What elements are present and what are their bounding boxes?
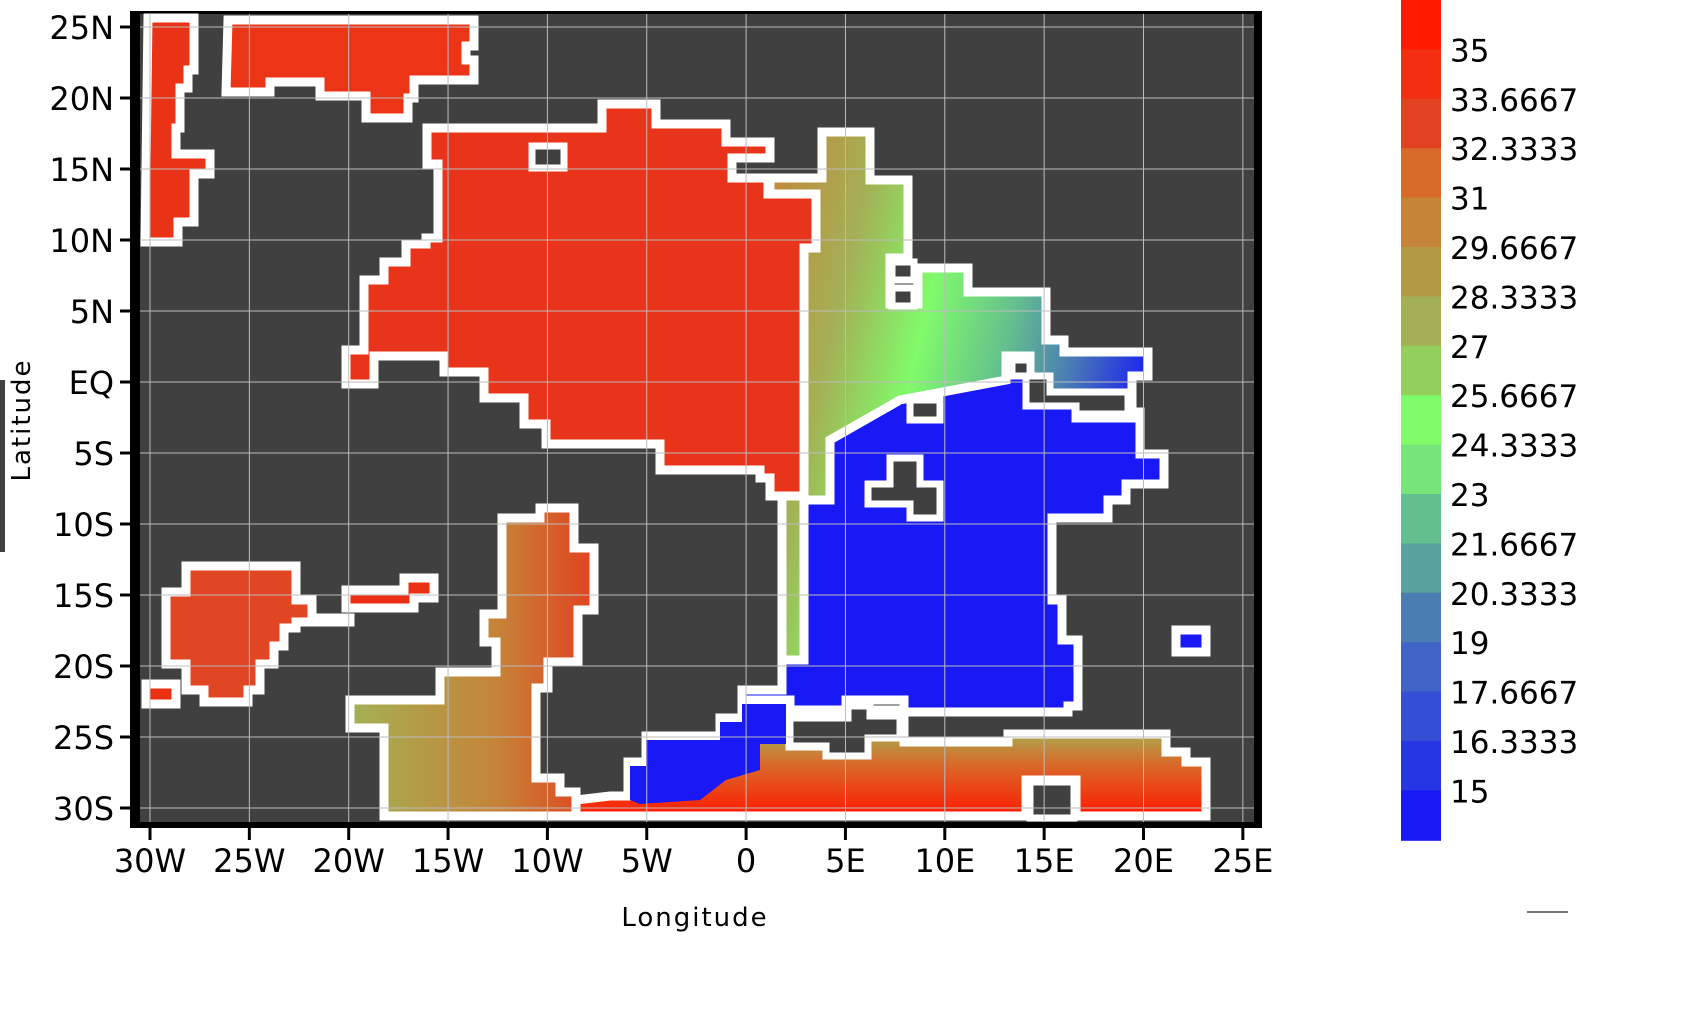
x-tick-label: 15W (412, 842, 484, 880)
y-tick-label: EQ (69, 364, 114, 402)
region-sw-shelf (345, 503, 599, 821)
colorbar-label: 19 (1450, 626, 1489, 662)
y-tick-label: 15S (53, 577, 114, 615)
colorbar-label: 20.3333 (1450, 577, 1578, 613)
colorbar-label: 28.3333 (1450, 280, 1578, 316)
x-tick-label: 25E (1212, 842, 1273, 880)
colorbar-swatch (1401, 148, 1441, 199)
colorbar-swatch (1401, 691, 1441, 742)
y-axis-title: Latitude (7, 358, 37, 481)
x-axis-title: Longitude (621, 903, 768, 933)
y-axis: 25N 20N 15N 10N 5N EQ 5S 10S 15S 20S 25S 30S (49, 9, 130, 828)
colorbar-swatch (1401, 543, 1441, 594)
x-tick-label: 0 (736, 842, 756, 880)
colorbar-swatch (1401, 247, 1441, 298)
land-holes (528, 142, 1132, 822)
y-axis-marker (0, 380, 5, 552)
colorbar-swatch (1401, 790, 1441, 841)
y-tick-label: 20N (49, 80, 114, 118)
colorbar-label: 31 (1450, 182, 1489, 218)
region-small-patch-1 (341, 573, 439, 613)
x-tick-label: 20E (1113, 842, 1174, 880)
x-tick-label: 5E (825, 842, 866, 880)
colorbar-swatch (1401, 494, 1441, 545)
colorbar-label: 15 (1450, 774, 1489, 810)
colorbar: 35 33.6667 32.3333 31 29.6667 28.3333 27 25.666… (1401, 0, 1578, 841)
y-tick-label: 5S (73, 435, 114, 473)
colorbar-swatch (1401, 197, 1441, 248)
colorbar-label: 29.6667 (1450, 231, 1578, 267)
gridlines (140, 14, 1254, 822)
colorbar-label: 24.3333 (1450, 429, 1578, 465)
x-tick-label: 30W (114, 842, 186, 880)
y-tick-label: 5N (70, 293, 114, 331)
colorbar-swatch (1401, 296, 1441, 347)
colorbar-label: 27 (1450, 330, 1489, 366)
colorbar-swatch (1401, 98, 1441, 150)
x-tick-label: 15E (1014, 842, 1075, 880)
x-tick-label: 20W (313, 842, 385, 880)
colorbar-swatch (1401, 592, 1441, 644)
colorbar-label: 33.6667 (1450, 83, 1578, 119)
region-small-patch-2 (141, 679, 181, 709)
x-tick-label: 5W (621, 842, 673, 880)
colorbar-label: 16.3333 (1450, 725, 1578, 761)
y-tick-label: 25N (49, 9, 114, 47)
region-small-patch-3 (1171, 625, 1211, 657)
y-tick-label: 10N (49, 222, 114, 260)
region-west-island (161, 561, 355, 707)
y-tick-label: 20S (53, 648, 114, 686)
colorbar-label: 35 (1450, 33, 1489, 69)
y-tick-label: 15N (49, 151, 114, 189)
colorbar-label: 23 (1450, 478, 1489, 514)
region-south-blue-tongue (630, 704, 786, 804)
colorbar-swatch (1401, 0, 1441, 51)
colorbar-label: 32.3333 (1450, 132, 1578, 168)
colorbar-label: 17.6667 (1450, 676, 1578, 712)
colorbar-swatch (1401, 741, 1441, 792)
y-tick-label: 30S (53, 790, 114, 828)
colorbar-label: 21.6667 (1450, 527, 1578, 563)
colorbar-swatch (1401, 444, 1441, 495)
colorbar-swatch (1401, 49, 1441, 100)
region-nw-strip (140, 13, 215, 247)
y-tick-label: 25S (53, 719, 114, 757)
x-tick-label: 25W (213, 842, 285, 880)
x-axis: 30W 25W 20W 15W 10W 5W 0 5E 10E 15E 20E 25E (114, 828, 1273, 880)
colorbar-swatch (1401, 345, 1441, 397)
region-main-basin (341, 99, 821, 501)
x-tick-label: 10E (914, 842, 975, 880)
colorbar-swatch (1401, 642, 1441, 693)
y-tick-label: 10S (53, 506, 114, 544)
colorbar-label: 25.6667 (1450, 379, 1578, 415)
colorbar-swatch (1401, 395, 1441, 446)
x-tick-label: 10W (511, 842, 583, 880)
